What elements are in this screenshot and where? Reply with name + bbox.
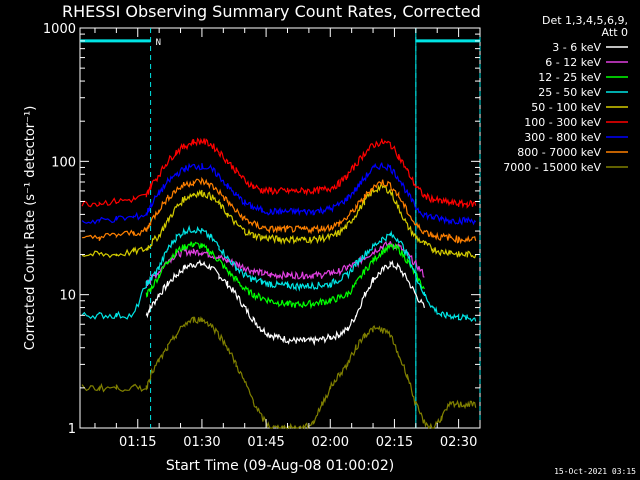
legend-entry-label: 25 - 50 keV xyxy=(538,86,601,99)
series-line xyxy=(81,137,477,209)
series-line xyxy=(145,240,425,287)
legend-header: Det 1,3,4,5,6,9, xyxy=(542,14,628,27)
legend-entry-label: 6 - 12 keV xyxy=(545,56,601,69)
series-line xyxy=(82,176,477,245)
y-tick-label: 100 xyxy=(51,155,76,170)
legend-entry-label: 50 - 100 keV xyxy=(531,101,601,114)
series-line xyxy=(145,259,425,346)
y-tick-label: 1000 xyxy=(43,22,76,37)
series-line xyxy=(145,241,425,310)
x-axis-label: Start Time (09-Aug-08 01:00:02) xyxy=(166,458,394,474)
series-line xyxy=(81,315,477,430)
x-tick-label: 01:15 xyxy=(119,435,156,450)
legend-entry-label: 12 - 25 keV xyxy=(538,71,601,84)
legend-entry-label: 3 - 6 keV xyxy=(552,41,601,54)
legend-entry-label: 7000 - 15000 keV xyxy=(503,161,601,174)
legend-header: Att 0 xyxy=(602,26,628,39)
x-tick-label: 01:45 xyxy=(247,435,284,450)
x-tick-label: 01:30 xyxy=(183,435,220,450)
y-axis-label: Corrected Count Rate (s⁻¹ detector⁻¹) xyxy=(23,106,38,351)
series-line xyxy=(81,182,477,259)
legend-entry-label: 300 - 800 keV xyxy=(524,131,601,144)
footer-timestamp: 15-Oct-2021 03:15 xyxy=(554,467,636,476)
y-tick-label: 1 xyxy=(68,422,76,437)
x-tick-label: 02:00 xyxy=(312,435,349,450)
y-axis: 1 10 100 1000 xyxy=(43,22,480,437)
series-line xyxy=(81,162,477,226)
legend-entry-label: 100 - 300 keV xyxy=(524,116,601,129)
x-tick-label: 02:30 xyxy=(440,435,477,450)
legend-entry-label: 800 - 7000 keV xyxy=(517,146,601,159)
y-tick-label: 10 xyxy=(59,289,76,304)
x-tick-label: 02:15 xyxy=(376,435,413,450)
plot-area: N xyxy=(79,27,481,430)
chart-title: RHESSI Observing Summary Count Rates, Co… xyxy=(62,2,481,21)
legend: Det 1,3,4,5,6,9,Att 03 - 6 keV 6 - 12 keV… xyxy=(503,14,628,174)
flag-bar-label: N xyxy=(156,38,161,48)
x-axis: 01:15 01:30 01:45 02:00 02:15 02:30 xyxy=(94,28,481,450)
series-line xyxy=(81,224,477,322)
